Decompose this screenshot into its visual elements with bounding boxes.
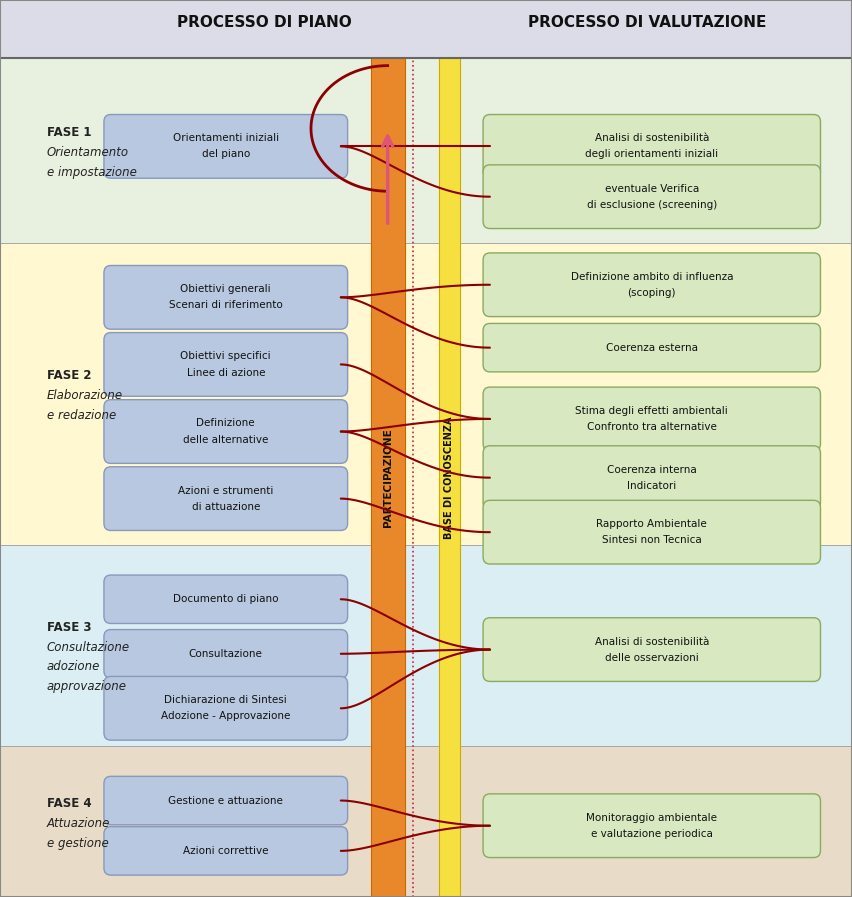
Bar bbox=[439, 58, 460, 897]
Text: Rapporto Ambientale: Rapporto Ambientale bbox=[596, 519, 707, 529]
Text: Orientamento: Orientamento bbox=[47, 146, 129, 159]
Text: approvazione: approvazione bbox=[47, 680, 127, 693]
Text: Coerenza esterna: Coerenza esterna bbox=[606, 343, 698, 353]
FancyBboxPatch shape bbox=[104, 676, 348, 740]
Text: e redazione: e redazione bbox=[47, 409, 116, 422]
FancyBboxPatch shape bbox=[483, 165, 820, 229]
Text: (scoping): (scoping) bbox=[628, 288, 676, 298]
Text: di esclusione (screening): di esclusione (screening) bbox=[587, 200, 717, 210]
Text: Analisi di sostenibilità: Analisi di sostenibilità bbox=[595, 134, 709, 144]
Text: FASE 4: FASE 4 bbox=[47, 797, 91, 810]
Bar bbox=[0, 58, 852, 243]
Text: Confronto tra alternative: Confronto tra alternative bbox=[587, 422, 717, 432]
Text: Sintesi non Tecnica: Sintesi non Tecnica bbox=[602, 536, 702, 545]
Text: Elaborazione: Elaborazione bbox=[47, 389, 123, 402]
Text: PROCESSO DI VALUTAZIONE: PROCESSO DI VALUTAZIONE bbox=[528, 15, 767, 30]
Text: Scenari di riferimento: Scenari di riferimento bbox=[169, 300, 283, 310]
FancyBboxPatch shape bbox=[104, 827, 348, 875]
Text: Consultazione: Consultazione bbox=[47, 640, 130, 654]
Text: di attuazione: di attuazione bbox=[192, 501, 260, 511]
Text: del piano: del piano bbox=[202, 150, 250, 160]
Text: Dichiarazione di Sintesi: Dichiarazione di Sintesi bbox=[164, 695, 287, 705]
FancyBboxPatch shape bbox=[104, 466, 348, 530]
Text: Documento di piano: Documento di piano bbox=[173, 595, 279, 605]
FancyBboxPatch shape bbox=[483, 253, 820, 317]
FancyBboxPatch shape bbox=[483, 324, 820, 372]
Bar bbox=[371, 58, 405, 897]
FancyBboxPatch shape bbox=[483, 446, 820, 509]
Text: FASE 2: FASE 2 bbox=[47, 370, 91, 382]
Text: PARTECIPAZIONE: PARTECIPAZIONE bbox=[383, 428, 393, 527]
Text: delle alternative: delle alternative bbox=[183, 435, 268, 445]
Text: Definizione ambito di influenza: Definizione ambito di influenza bbox=[571, 272, 733, 282]
Text: FASE 3: FASE 3 bbox=[47, 621, 91, 634]
FancyBboxPatch shape bbox=[0, 0, 852, 58]
FancyBboxPatch shape bbox=[483, 115, 820, 179]
Text: Obiettivi specifici: Obiettivi specifici bbox=[181, 352, 271, 361]
Text: Consultazione: Consultazione bbox=[189, 649, 262, 658]
Text: Coerenza interna: Coerenza interna bbox=[607, 465, 697, 475]
Text: Definizione: Definizione bbox=[197, 419, 255, 429]
FancyBboxPatch shape bbox=[104, 115, 348, 179]
Bar bbox=[0, 746, 852, 897]
FancyBboxPatch shape bbox=[483, 794, 820, 858]
Text: Analisi di sostenibilità: Analisi di sostenibilità bbox=[595, 637, 709, 647]
Text: e gestione: e gestione bbox=[47, 837, 108, 849]
FancyBboxPatch shape bbox=[104, 266, 348, 329]
Text: BASE DI CONOSCENZA: BASE DI CONOSCENZA bbox=[445, 416, 454, 539]
FancyBboxPatch shape bbox=[483, 388, 820, 451]
Text: Orientamenti iniziali: Orientamenti iniziali bbox=[173, 134, 279, 144]
Text: Gestione e attuazione: Gestione e attuazione bbox=[169, 796, 283, 806]
Text: Attuazione: Attuazione bbox=[47, 817, 110, 830]
Text: Adozione - Approvazione: Adozione - Approvazione bbox=[161, 711, 291, 721]
Text: Stima degli effetti ambientali: Stima degli effetti ambientali bbox=[575, 405, 728, 416]
Text: Indicatori: Indicatori bbox=[627, 481, 676, 491]
Text: eventuale Verifica: eventuale Verifica bbox=[605, 184, 699, 194]
FancyBboxPatch shape bbox=[104, 333, 348, 396]
FancyBboxPatch shape bbox=[104, 630, 348, 678]
Text: degli orientamenti iniziali: degli orientamenti iniziali bbox=[585, 150, 718, 160]
Text: delle osservazioni: delle osservazioni bbox=[605, 653, 699, 663]
Text: Linee di azione: Linee di azione bbox=[187, 368, 265, 378]
Text: PROCESSO DI PIANO: PROCESSO DI PIANO bbox=[176, 15, 352, 30]
Text: Monitoraggio ambientale: Monitoraggio ambientale bbox=[586, 813, 717, 823]
FancyBboxPatch shape bbox=[483, 501, 820, 564]
FancyBboxPatch shape bbox=[104, 400, 348, 464]
Text: adozione: adozione bbox=[47, 660, 101, 674]
Bar bbox=[0, 243, 852, 544]
FancyBboxPatch shape bbox=[483, 618, 820, 682]
Text: Obiettivi generali: Obiettivi generali bbox=[181, 284, 271, 294]
Text: Azioni correttive: Azioni correttive bbox=[183, 846, 268, 856]
Text: e valutazione periodica: e valutazione periodica bbox=[590, 829, 713, 839]
Text: FASE 1: FASE 1 bbox=[47, 126, 91, 139]
Bar bbox=[0, 544, 852, 746]
Text: Azioni e strumenti: Azioni e strumenti bbox=[178, 485, 273, 495]
FancyBboxPatch shape bbox=[104, 575, 348, 623]
FancyBboxPatch shape bbox=[104, 776, 348, 824]
Text: e impostazione: e impostazione bbox=[47, 166, 136, 179]
